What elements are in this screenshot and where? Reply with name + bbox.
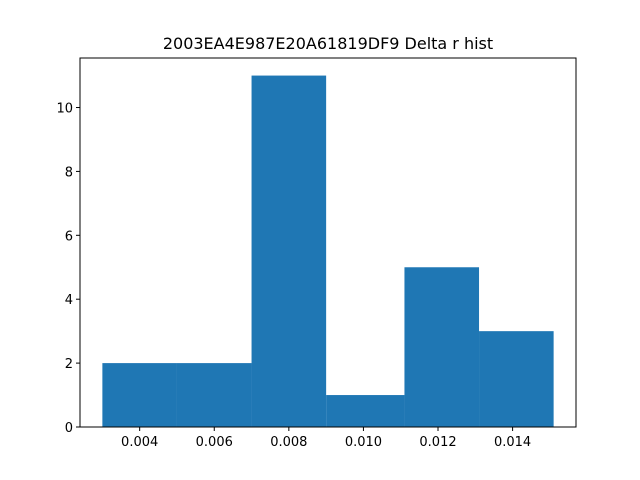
x-axis: 0.004 0.006 0.008 0.010 0.012 0.014 bbox=[121, 427, 531, 450]
x-tick-label: 0.012 bbox=[419, 435, 456, 450]
histogram-bar bbox=[326, 395, 405, 427]
histogram-bar bbox=[479, 331, 554, 427]
chart-title: 2003EA4E987E20A61819DF9 Delta r hist bbox=[163, 34, 493, 53]
histogram-bar bbox=[102, 363, 177, 427]
y-tick-label: 10 bbox=[56, 102, 73, 117]
x-tick-label: 0.004 bbox=[121, 435, 158, 450]
plot-frame bbox=[79, 57, 577, 428]
y-tick-label: 2 bbox=[65, 357, 73, 372]
x-tick-label: 0.008 bbox=[270, 435, 307, 450]
x-tick-label: 0.014 bbox=[494, 435, 531, 450]
x-tick-label: 0.006 bbox=[196, 435, 233, 450]
y-axis: 0 2 4 6 8 10 bbox=[56, 102, 80, 436]
y-tick-label: 8 bbox=[65, 165, 73, 180]
histogram-bar bbox=[404, 267, 480, 427]
x-tick-label: 0.010 bbox=[345, 435, 382, 450]
bars-group bbox=[102, 75, 554, 428]
histogram-bar bbox=[176, 363, 252, 427]
y-tick-label: 4 bbox=[65, 293, 73, 308]
y-tick-label: 0 bbox=[65, 421, 73, 436]
y-tick-label: 6 bbox=[65, 229, 73, 244]
histogram-bar bbox=[251, 75, 327, 428]
